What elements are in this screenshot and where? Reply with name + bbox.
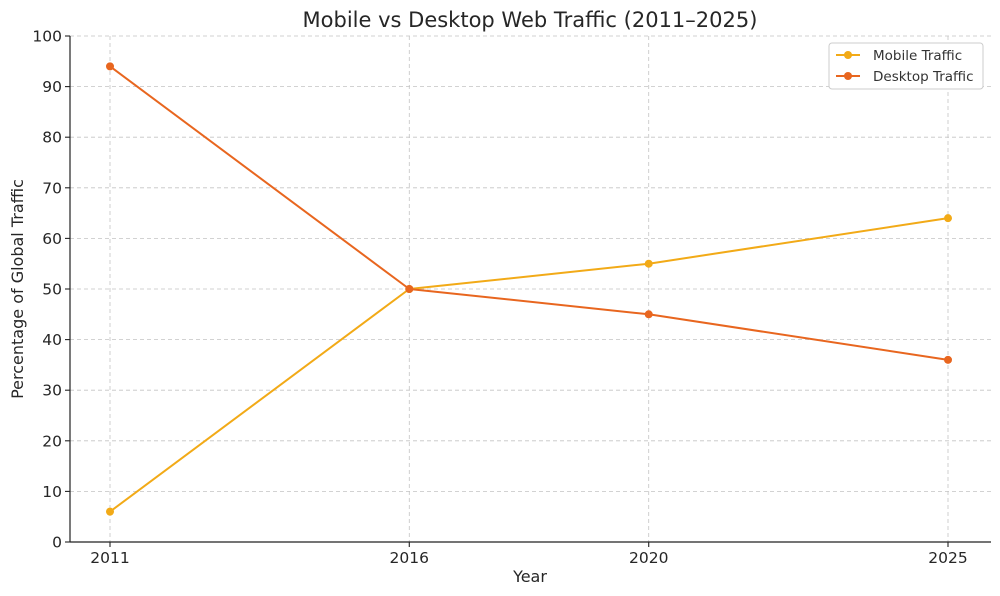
desktop-traffic-point xyxy=(644,310,653,319)
desktop-traffic-point xyxy=(405,285,414,293)
legend-marker-mobile-traffic xyxy=(844,51,852,59)
y-tick-label: 20 xyxy=(42,432,62,450)
desktop-traffic-point xyxy=(106,62,114,71)
mobile-traffic-point xyxy=(106,507,114,516)
y-tick-label: 70 xyxy=(42,179,62,197)
x-ticks: 2011 2016 2020 2025 xyxy=(90,542,968,567)
mobile-traffic-point xyxy=(944,214,952,223)
y-tick-label: 10 xyxy=(42,483,62,501)
chart-title: Mobile vs Desktop Web Traffic (2011–2025… xyxy=(303,8,758,32)
mobile-traffic-line xyxy=(109,217,949,513)
y-tick-label: 0 xyxy=(52,534,62,552)
x-axis-label: Year xyxy=(512,567,547,586)
desktop-traffic-point xyxy=(944,355,952,364)
legend-box xyxy=(828,42,984,90)
y-tick-label: 60 xyxy=(42,230,62,248)
y-ticks: 0 10 20 30 40 50 60 70 80 90 100 xyxy=(32,28,70,552)
y-tick-label: 40 xyxy=(42,331,62,349)
mobile-traffic-point xyxy=(644,259,653,268)
y-axis-label: Percentage of Global Traffic xyxy=(8,179,27,399)
y-tick-label: 90 xyxy=(42,78,62,96)
legend: Mobile Traffic Desktop Traffic xyxy=(828,42,984,90)
desktop-traffic-line xyxy=(109,65,949,361)
legend-marker-desktop-traffic xyxy=(844,72,852,80)
grid xyxy=(70,35,991,543)
series-group xyxy=(106,62,952,516)
y-tick-label: 30 xyxy=(42,382,62,400)
y-tick-label: 80 xyxy=(42,129,62,147)
legend-label-mobile-traffic: Mobile Traffic xyxy=(873,48,962,64)
x-tick-label: 2016 xyxy=(390,549,429,567)
legend-label-desktop-traffic: Desktop Traffic xyxy=(873,69,974,85)
x-tick-label: 2025 xyxy=(928,549,967,567)
x-tick-label: 2020 xyxy=(629,549,668,567)
y-tick-label: 100 xyxy=(32,28,62,46)
x-tick-label: 2011 xyxy=(90,549,129,567)
y-tick-label: 50 xyxy=(42,281,62,299)
